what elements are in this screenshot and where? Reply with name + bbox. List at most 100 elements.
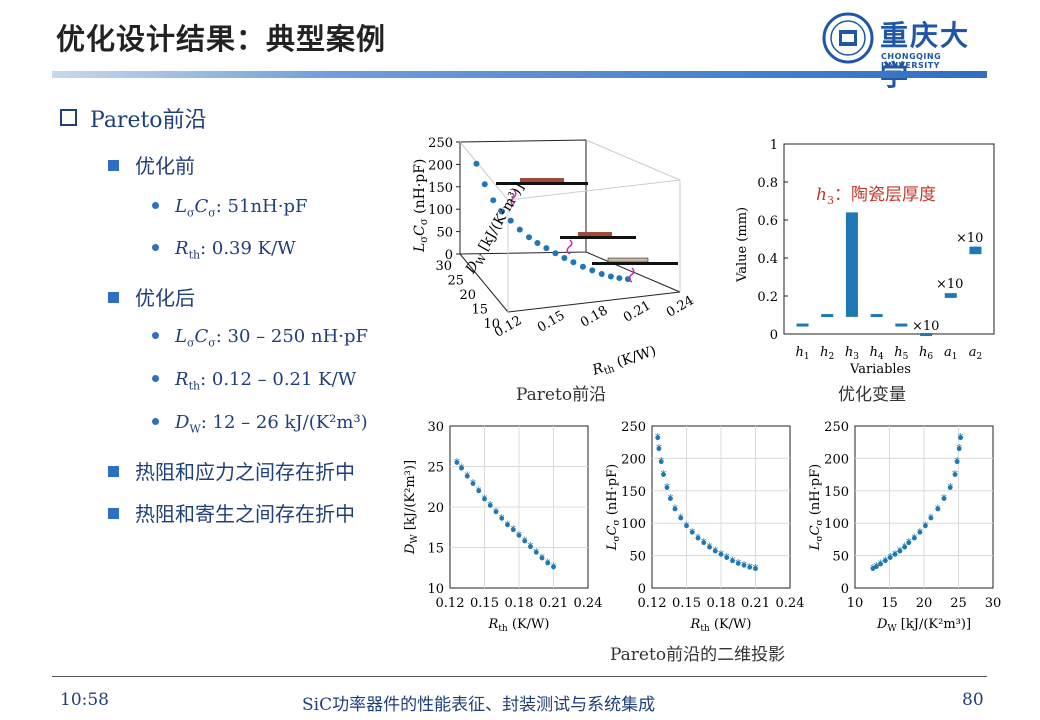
x-tick-label: 0.12 — [436, 596, 465, 611]
footer-divider — [52, 676, 987, 677]
data-point-dot — [516, 532, 522, 538]
y-tick-label: 30 — [435, 259, 452, 274]
square-bullet-icon — [108, 292, 119, 303]
y-tick-label: 0.4 — [757, 252, 778, 267]
data-point-dot — [464, 473, 470, 479]
checkbox-bullet-icon — [60, 109, 77, 126]
x-tick-label: 0.18 — [707, 596, 736, 611]
y-tick-label: 15 — [471, 303, 488, 318]
data-point-dot — [707, 544, 712, 550]
data-point-dot — [935, 506, 941, 512]
x-tick-label: h5 — [894, 345, 908, 362]
caption-pareto-3d: Pareto前沿 — [516, 385, 607, 405]
page-number: 80 — [962, 690, 984, 710]
pareto-point — [607, 273, 614, 280]
pareto-point — [561, 254, 568, 261]
university-logo: 重庆大学 CHONGQING UNIVERSITY — [822, 12, 992, 92]
data-point-dot — [952, 472, 958, 477]
y-tick-label: 250 — [621, 420, 646, 435]
y-tick-label: 100 — [824, 517, 849, 532]
x-tick-label: h2 — [820, 345, 834, 362]
data-point-dot — [482, 496, 487, 502]
x-tick-label: 15 — [881, 596, 898, 611]
data-point-dot — [661, 472, 666, 477]
data-point-dot — [712, 548, 718, 554]
square-bullet-icon — [108, 160, 119, 171]
x-axis-label: Rth (K/W) — [690, 617, 752, 634]
data-point-dot — [522, 538, 528, 544]
square-bullet-icon — [108, 508, 119, 519]
bar-h4 — [870, 314, 883, 318]
logo-english-name: CHONGQING UNIVERSITY — [881, 52, 942, 70]
bullet-before-rth: Rth: 0.39 K/W — [152, 238, 296, 262]
data-point-dot — [882, 558, 888, 564]
pareto-point — [525, 234, 532, 241]
data-point-dot — [684, 523, 689, 529]
x-tick-label: h3 — [845, 345, 859, 362]
university-seal-icon — [822, 12, 874, 64]
data-point-dot — [678, 515, 684, 521]
y-tick-label: 0.6 — [757, 214, 778, 229]
dot-bullet-icon — [152, 418, 159, 425]
x-tick-label: 0.18 — [578, 303, 611, 330]
y-tick-label: 150 — [621, 485, 646, 500]
bar-h2 — [821, 314, 834, 318]
y-tick-label: 25 — [427, 461, 444, 476]
projection-rth-lc-chart: 0.120.150.180.210.24050100150200250*****… — [605, 420, 804, 634]
data-point-dot — [873, 564, 879, 570]
z-tick-label: 250 — [428, 136, 453, 151]
data-point-dot — [656, 446, 662, 452]
data-point-dot — [545, 560, 551, 566]
x-axis-label: DW [kJ/(K²m³)] — [876, 617, 971, 634]
pareto-point — [570, 259, 577, 266]
square-bullet-icon — [108, 466, 119, 477]
data-point-dot — [470, 481, 476, 486]
dot-bullet-icon — [152, 332, 159, 339]
x-tick-label: 0.21 — [741, 596, 770, 611]
projection-rth-dw-chart: 0.120.150.180.210.241015202530**********… — [403, 420, 602, 634]
bullet-after-dw: DW: 12 – 26 kJ/(K²m³) — [152, 412, 368, 436]
bar-a2 — [969, 246, 982, 255]
bar-h5 — [895, 323, 908, 327]
pareto-point — [507, 217, 514, 224]
x-tick-label: 0.12 — [638, 596, 667, 611]
data-point-dot — [695, 535, 701, 541]
y-tick-label: 0.8 — [757, 176, 778, 191]
y-axis-label: LσCσ (nH·pF) — [808, 464, 825, 551]
pareto-point — [616, 275, 623, 282]
y-tick-label: 10 — [427, 582, 444, 597]
data-point-dot — [658, 459, 664, 465]
x-tick-label: 0.21 — [621, 298, 654, 325]
x-axis-label: Rth (K/W) — [488, 617, 550, 634]
data-point-dot — [753, 566, 758, 571]
y-tick-label: 200 — [824, 452, 849, 467]
scale-mark-h6: ×10 — [912, 319, 939, 334]
pareto-point — [543, 245, 550, 252]
caption-variables: 优化变量 — [838, 385, 906, 405]
page-title: 优化设计结果：典型案例 — [56, 22, 387, 56]
data-point-dot — [655, 435, 661, 441]
data-point-dot — [947, 485, 953, 490]
scale-mark-a2: ×10 — [956, 231, 983, 246]
pareto-point — [473, 160, 480, 167]
y-axis-label: DW [kJ/(K²m³)] — [403, 460, 420, 555]
x-tick-label: 0.15 — [672, 596, 701, 611]
pareto-point — [552, 250, 559, 257]
data-point-dot — [689, 529, 695, 535]
data-point-dot — [741, 562, 747, 568]
variables-bar-chart: Value (mm) Variables h3：陶瓷层厚度 ×10 ×10 ×1… — [735, 138, 995, 377]
data-point-dot — [459, 465, 464, 471]
bullet-pareto: Pareto前沿 — [60, 102, 207, 134]
y-tick-label: 20 — [459, 288, 476, 303]
data-point-dot — [528, 544, 533, 550]
data-point-dot — [487, 502, 493, 508]
data-point-dot — [668, 496, 673, 501]
scale-mark-a1: ×10 — [936, 277, 963, 292]
x-tick-label: 30 — [985, 596, 1002, 611]
axis-label-variables: Variables — [849, 362, 911, 377]
x-tick-label: 0.15 — [470, 596, 499, 611]
x-tick-label: 0.24 — [664, 293, 697, 320]
dot-bullet-icon — [152, 202, 159, 209]
bullet-tradeoff-parasitic: 热阻和寄生之间存在折中 — [108, 498, 355, 527]
module-stack-illustrations — [496, 178, 678, 283]
